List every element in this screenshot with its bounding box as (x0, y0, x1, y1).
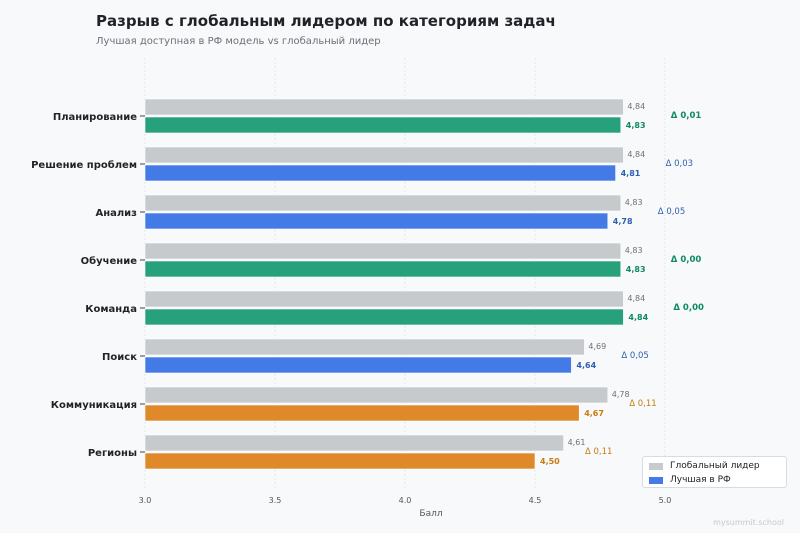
bar-global (144, 242, 622, 260)
watermark: mysummit.school (713, 518, 784, 527)
x-tick-label: 3.0 (139, 496, 152, 505)
gap-label: Δ 0,01 (671, 111, 702, 121)
value-label-global: 4,78 (612, 390, 630, 399)
gap-label: Δ 0,00 (673, 303, 704, 313)
bar-rf (144, 452, 536, 470)
gap-label: Δ 0,11 (629, 399, 656, 409)
value-label-global: 4,69 (588, 342, 606, 351)
bar-global (144, 290, 624, 308)
bar-global (144, 338, 585, 356)
bar-rf (144, 404, 580, 422)
bar-global (144, 194, 622, 212)
value-label-global: 4,61 (568, 438, 586, 447)
value-label-global: 4,84 (627, 294, 645, 303)
legend-label-rf: Лучшая в РФ (670, 475, 731, 485)
gap-label: Δ 0,00 (671, 255, 702, 265)
bar-global (144, 434, 564, 452)
bar-rf (144, 116, 622, 134)
bar-global (144, 98, 624, 116)
value-label-rf: 4,83 (626, 121, 646, 130)
bar-rf (144, 212, 609, 230)
value-label-rf: 4,78 (613, 217, 633, 226)
category-label: Анализ (95, 208, 137, 219)
gap-label: Δ 0,05 (621, 351, 648, 361)
category-label: Коммуникация (51, 400, 137, 411)
category-label: Команда (85, 304, 137, 315)
value-label-rf: 4,84 (628, 313, 648, 322)
chart-subtitle: Лучшая доступная в РФ модель vs глобальн… (96, 36, 381, 47)
x-tick-label: 4.5 (529, 496, 542, 505)
x-tick-label: 5.0 (659, 496, 672, 505)
value-label-rf: 4,67 (584, 409, 604, 418)
bar-rf (144, 260, 622, 278)
category-label: Обучение (81, 255, 138, 267)
bar-rf (144, 356, 572, 374)
category-label: Планирование (53, 112, 137, 123)
value-label-rf: 4,64 (576, 361, 596, 370)
value-label-rf: 4,83 (626, 265, 646, 274)
bar-global (144, 146, 624, 164)
bar-rf (144, 164, 616, 182)
bar-global (144, 386, 609, 404)
chart-title: Разрыв с глобальным лидером по категория… (96, 12, 556, 30)
value-label-global: 4,84 (627, 150, 645, 159)
gap-label: Δ 0,03 (666, 159, 693, 169)
category-label: Регионы (88, 448, 137, 459)
value-label-rf: 4,81 (621, 169, 641, 178)
value-label-global: 4,84 (627, 102, 645, 111)
value-label-rf: 4,50 (540, 457, 560, 466)
gap-label: Δ 0,05 (658, 207, 685, 217)
legend-item-global: Глобальный лидер (643, 459, 786, 473)
category-label: Поиск (102, 352, 137, 363)
value-label-global: 4,83 (625, 246, 643, 255)
legend-label-global: Глобальный лидер (670, 461, 760, 471)
gap-label: Δ 0,11 (585, 447, 612, 457)
legend-swatch-global (649, 462, 663, 470)
chart-legend: Глобальный лидер Лучшая в РФ (642, 456, 787, 488)
legend-item-rf: Лучшая в РФ (643, 473, 786, 487)
value-label-global: 4,83 (625, 198, 643, 207)
bar-rf (144, 308, 624, 326)
category-label: Решение проблем (31, 159, 137, 171)
x-tick-label: 4.0 (399, 496, 412, 505)
legend-swatch-rf (649, 476, 663, 484)
x-tick-label: 3.5 (269, 496, 282, 505)
x-axis-label: Балл (419, 509, 442, 519)
